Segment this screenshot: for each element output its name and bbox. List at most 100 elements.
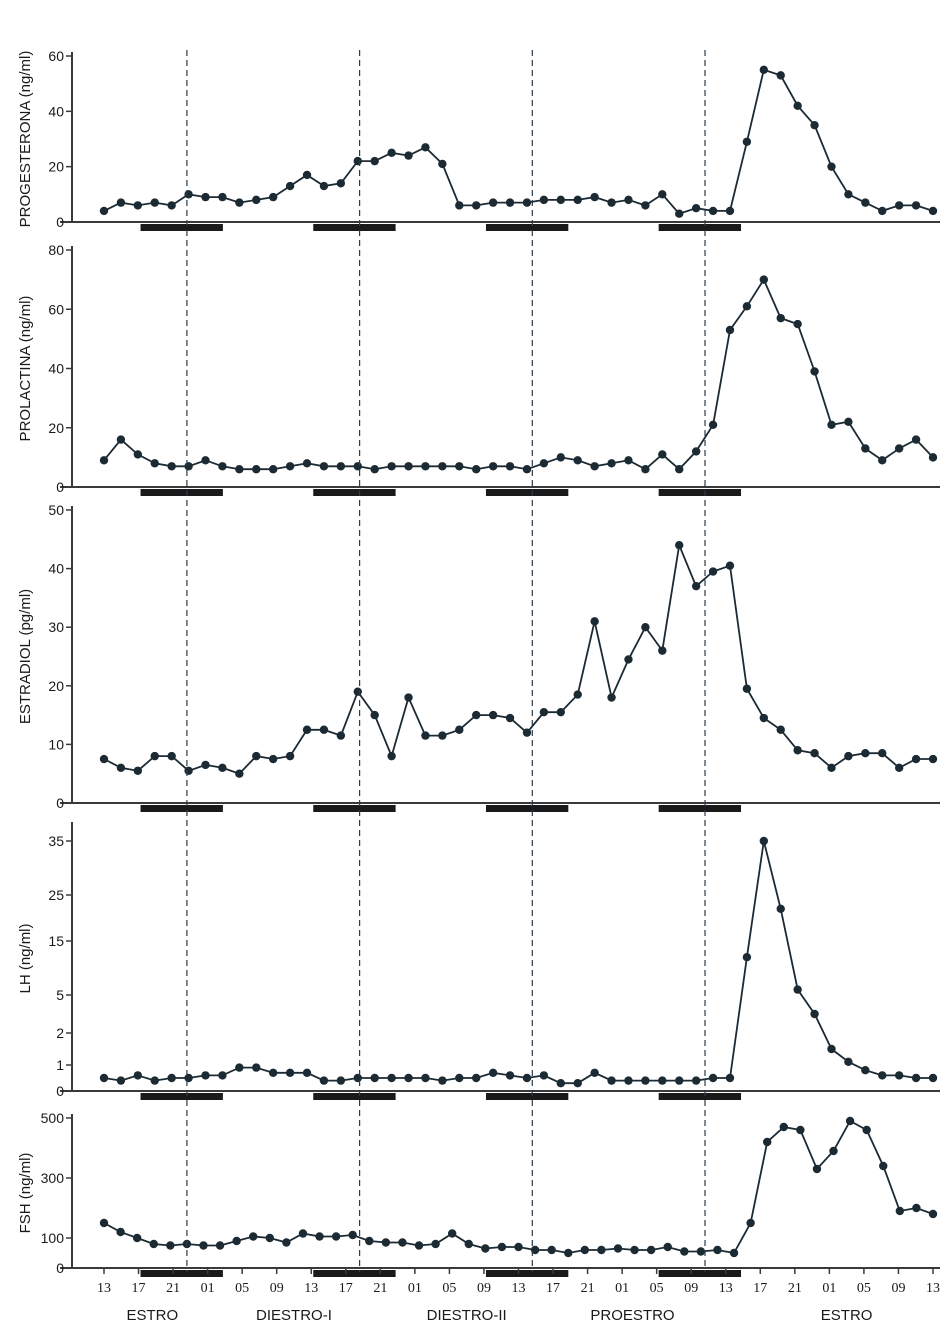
data-point [166, 1241, 175, 1250]
data-point [336, 462, 346, 471]
x-tick-label: 13 [97, 1281, 111, 1296]
data-point [285, 1068, 295, 1078]
data-point [912, 1203, 921, 1213]
data-point [472, 1073, 481, 1083]
x-tick-label: 21 [788, 1281, 802, 1296]
y-tick-label: 0 [56, 795, 64, 811]
data-point [285, 181, 295, 191]
y-tick-label: 20 [48, 678, 64, 694]
data-point [641, 1076, 650, 1085]
y-tick-label: 50 [48, 502, 64, 518]
data-point [99, 206, 109, 216]
data-point [282, 1238, 291, 1247]
y-tick-label: 0 [56, 1083, 64, 1099]
data-point [522, 198, 532, 207]
y-tick-label: 20 [48, 420, 64, 436]
data-point [713, 1245, 722, 1255]
x-tick-label: 21 [373, 1281, 387, 1296]
data-point [725, 206, 735, 216]
data-point [265, 1233, 274, 1243]
y-tick-label: 40 [48, 103, 64, 119]
data-point [725, 1073, 735, 1083]
data-point [414, 1241, 424, 1250]
x-tick-label: 05 [442, 1281, 456, 1296]
data-point [235, 769, 244, 778]
data-point [725, 561, 735, 570]
y-tick-label: 40 [48, 561, 64, 577]
phase-label: PROESTRO [590, 1307, 674, 1324]
data-point [235, 198, 244, 207]
data-point [624, 655, 633, 664]
data-point [522, 1073, 532, 1083]
x-tick-label: 09 [684, 1281, 698, 1296]
y-tick-label: 10 [48, 736, 64, 752]
data-point [573, 690, 582, 699]
data-point [252, 751, 261, 761]
data-point [793, 319, 802, 329]
data-point [404, 693, 413, 702]
y-tick-label: 30 [48, 619, 64, 635]
data-point [353, 462, 362, 471]
dark-period-bar [658, 224, 742, 231]
data-point [133, 1071, 143, 1080]
data-point [725, 325, 735, 335]
data-point [150, 1076, 159, 1085]
data-point [810, 1009, 819, 1019]
data-point [353, 687, 362, 696]
dark-period-bar [313, 489, 396, 496]
data-point [810, 120, 819, 130]
x-tick-label: 05 [650, 1281, 664, 1296]
data-point [218, 462, 227, 471]
y-tick-label: 35 [48, 833, 64, 849]
y-tick-label: 0 [56, 1260, 64, 1276]
data-point [547, 1245, 556, 1255]
y-tick-label: 0 [56, 479, 64, 495]
data-point [928, 453, 938, 462]
data-point [387, 1073, 396, 1083]
data-point [844, 417, 853, 427]
data-point [829, 1146, 838, 1156]
dark-period-bar [313, 805, 396, 812]
x-tick-label: 09 [891, 1281, 905, 1296]
data-point [488, 1068, 498, 1078]
dark-period-bar [140, 224, 223, 231]
data-point [387, 751, 396, 761]
data-point [522, 465, 532, 474]
data-point [235, 1063, 244, 1072]
data-point [455, 201, 464, 210]
data-point [381, 1238, 391, 1247]
data-point [861, 444, 870, 453]
data-point [472, 710, 481, 720]
data-point [624, 195, 633, 205]
data-point [331, 1232, 341, 1241]
data-point [590, 192, 599, 202]
dark-period-bar [485, 805, 569, 812]
y-tick-label: 500 [41, 1110, 65, 1126]
x-tick-label: 13 [304, 1281, 318, 1296]
panel-3: 50 40 30 20 10 0 ESTRADIOL (pg/ml) [17, 502, 940, 812]
data-point [776, 725, 785, 734]
data-point [573, 195, 582, 205]
data-point [99, 456, 109, 465]
data-point [675, 1076, 684, 1085]
data-point [729, 1248, 739, 1258]
x-tick-label: 13 [719, 1281, 733, 1296]
data-point [505, 198, 515, 207]
data-point [696, 1247, 706, 1256]
y-tick-label: 25 [48, 887, 64, 903]
data-point [895, 1206, 905, 1216]
data-point [421, 1073, 430, 1083]
data-point [658, 190, 667, 199]
dark-period-bar [658, 1093, 742, 1100]
data-point [201, 192, 210, 202]
data-point [268, 465, 278, 474]
data-point [336, 179, 346, 188]
x-tick-label: 21 [581, 1281, 595, 1296]
x-tick-label: 09 [270, 1281, 284, 1296]
data-point [827, 420, 836, 429]
dark-period-bar [313, 1270, 396, 1277]
data-point [370, 1073, 379, 1083]
data-point [370, 156, 379, 166]
data-point [488, 198, 498, 207]
dark-period-bar [485, 224, 569, 231]
